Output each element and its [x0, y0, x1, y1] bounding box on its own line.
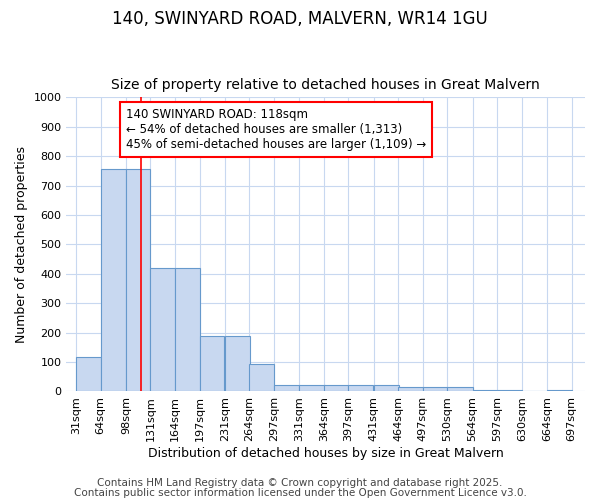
Bar: [101, 168, 126, 392]
Y-axis label: Number of detached properties: Number of detached properties: [15, 146, 28, 343]
Bar: [250, 364, 274, 392]
Bar: [126, 168, 151, 392]
Text: Contains HM Land Registry data © Crown copyright and database right 2025.: Contains HM Land Registry data © Crown c…: [97, 478, 503, 488]
Bar: [473, 390, 497, 392]
Bar: [76, 357, 101, 392]
Bar: [200, 336, 224, 392]
X-axis label: Distribution of detached houses by size in Great Malvern: Distribution of detached houses by size …: [148, 447, 503, 460]
Bar: [274, 385, 299, 392]
Bar: [423, 387, 448, 392]
Bar: [448, 387, 473, 392]
Text: 140 SWINYARD ROAD: 118sqm
← 54% of detached houses are smaller (1,313)
45% of se: 140 SWINYARD ROAD: 118sqm ← 54% of detac…: [126, 108, 427, 150]
Bar: [349, 385, 373, 392]
Text: 140, SWINYARD ROAD, MALVERN, WR14 1GU: 140, SWINYARD ROAD, MALVERN, WR14 1GU: [112, 10, 488, 28]
Bar: [374, 385, 399, 392]
Bar: [324, 385, 349, 392]
Bar: [398, 387, 423, 392]
Bar: [497, 390, 522, 392]
Bar: [225, 336, 250, 392]
Text: Contains public sector information licensed under the Open Government Licence v3: Contains public sector information licen…: [74, 488, 526, 498]
Bar: [547, 390, 572, 392]
Title: Size of property relative to detached houses in Great Malvern: Size of property relative to detached ho…: [112, 78, 540, 92]
Bar: [151, 268, 175, 392]
Bar: [175, 268, 200, 392]
Bar: [299, 385, 325, 392]
